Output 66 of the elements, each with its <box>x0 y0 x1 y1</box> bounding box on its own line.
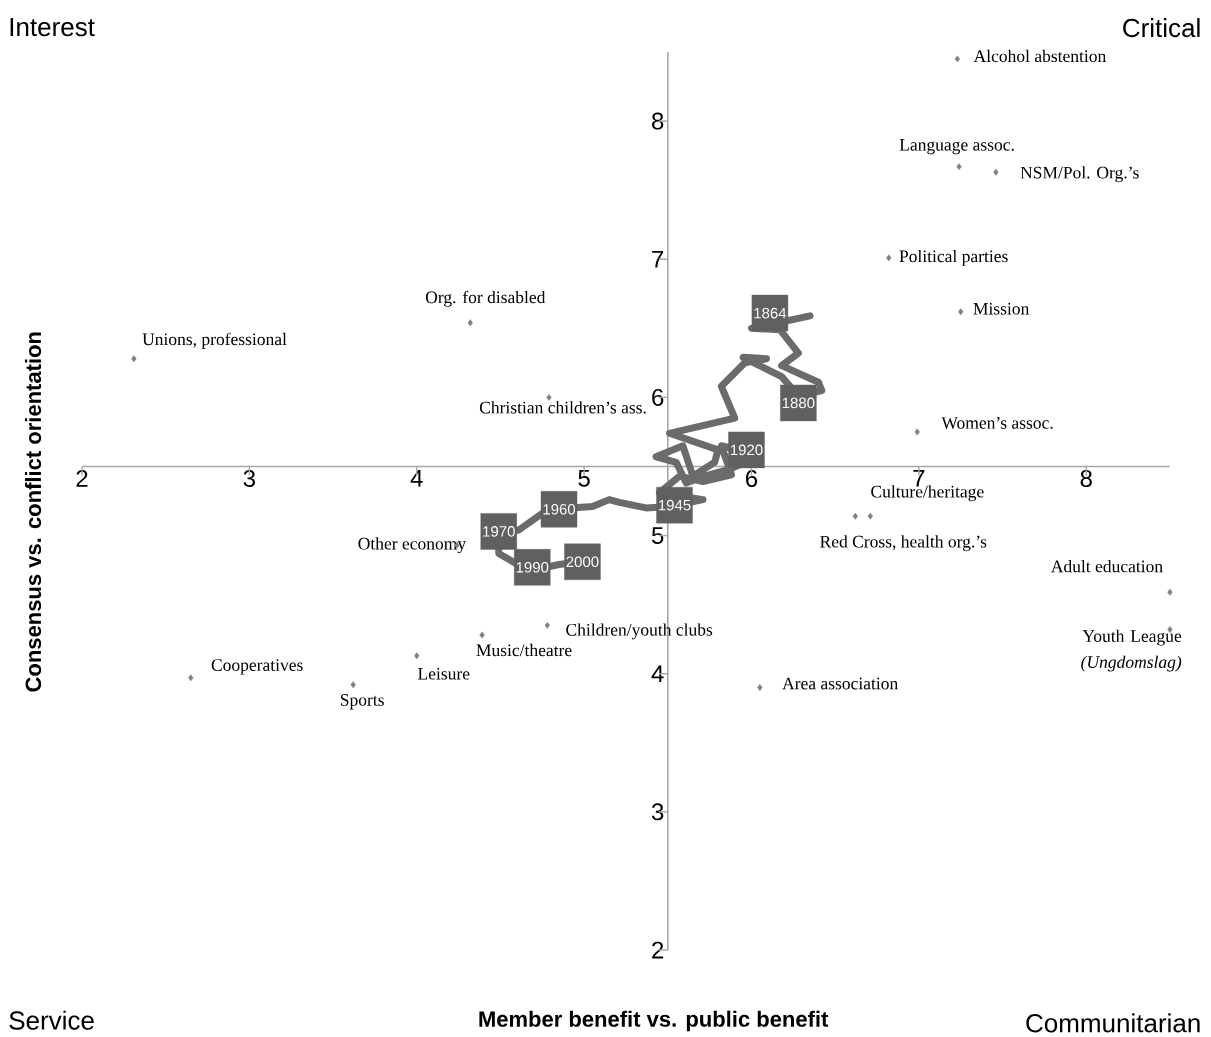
annotation: Unions, professional <box>142 332 287 349</box>
text: Interest <box>10 18 95 37</box>
y-tick-label: 8 <box>652 112 664 130</box>
annotation: NSM/Pol. Org.’s <box>1020 166 1139 183</box>
annotation: Christian children’s ass. <box>479 401 646 414</box>
annotation: 1990 <box>516 562 549 573</box>
point <box>350 681 356 689</box>
x-tick-label: 2 <box>76 470 88 487</box>
point <box>414 652 420 660</box>
point <box>993 168 999 176</box>
annotation: Sports <box>340 694 384 710</box>
annotation: Women’s assoc. <box>941 416 1053 429</box>
point <box>479 631 485 639</box>
y-axis-title: Consensus vs. conflict orientation <box>24 332 42 692</box>
point <box>467 319 473 327</box>
point <box>867 512 873 520</box>
y-tick-label: 4 <box>651 665 664 682</box>
annotation: Cooperatives <box>211 659 303 675</box>
annotation: Children/youth clubs <box>566 623 713 640</box>
annotation: Culture/heritage <box>871 485 984 502</box>
annotation: 1960 <box>543 503 576 515</box>
annotation: Music/theatre <box>476 643 572 657</box>
point <box>958 308 964 316</box>
text: Service <box>9 1010 94 1030</box>
annotation: Leisure <box>418 667 470 680</box>
y-tick-label: 3 <box>651 803 664 821</box>
annotation: 1880 <box>782 397 815 409</box>
y-tick-label: 7 <box>652 250 664 268</box>
y-tick-label: 2 <box>652 941 664 959</box>
point <box>544 621 550 629</box>
annotation: Red Cross, health org.’s <box>820 535 987 552</box>
annotation: Org. for disabled <box>425 290 546 307</box>
x-tick-label: 5 <box>578 469 590 487</box>
annotation: 1970 <box>483 526 515 537</box>
annotation: Youth League (Ungdomslag) <box>1081 629 1182 672</box>
annotation: 1945 <box>658 499 691 511</box>
y-tick-label: 5 <box>651 527 664 544</box>
point <box>956 163 962 171</box>
point <box>131 355 137 363</box>
point <box>757 684 763 691</box>
point <box>914 428 920 436</box>
point <box>1167 588 1173 596</box>
x-tick-label: 7 <box>913 469 925 487</box>
annotation: Alcohol abstention <box>973 49 1107 63</box>
x-tick-label: 4 <box>410 469 423 487</box>
annotation: Adult education <box>1050 560 1163 573</box>
annotation: 2000 <box>566 556 599 568</box>
text: Communitarian <box>1026 1013 1200 1033</box>
annotation: 1920 <box>730 444 763 456</box>
x-tick-label: 8 <box>1080 470 1092 487</box>
annotation: Language assoc. <box>899 139 1014 155</box>
annotation: Other economy <box>358 537 467 554</box>
y-tick-label: 6 <box>652 388 664 406</box>
annotation: Area association <box>782 677 898 690</box>
point <box>188 674 194 682</box>
x-tick-label: 3 <box>243 470 255 487</box>
annotation: Political parties <box>899 249 1008 266</box>
annotation: 1864 <box>754 307 787 319</box>
point <box>886 254 892 262</box>
point <box>852 512 858 520</box>
x-tick-label: 6 <box>746 470 758 487</box>
text: Critical <box>1123 18 1200 38</box>
point <box>546 393 552 401</box>
annotation: Mission <box>973 302 1030 315</box>
x-axis-title: Member benefit vs. public benefit <box>479 1010 829 1032</box>
point <box>954 55 960 63</box>
